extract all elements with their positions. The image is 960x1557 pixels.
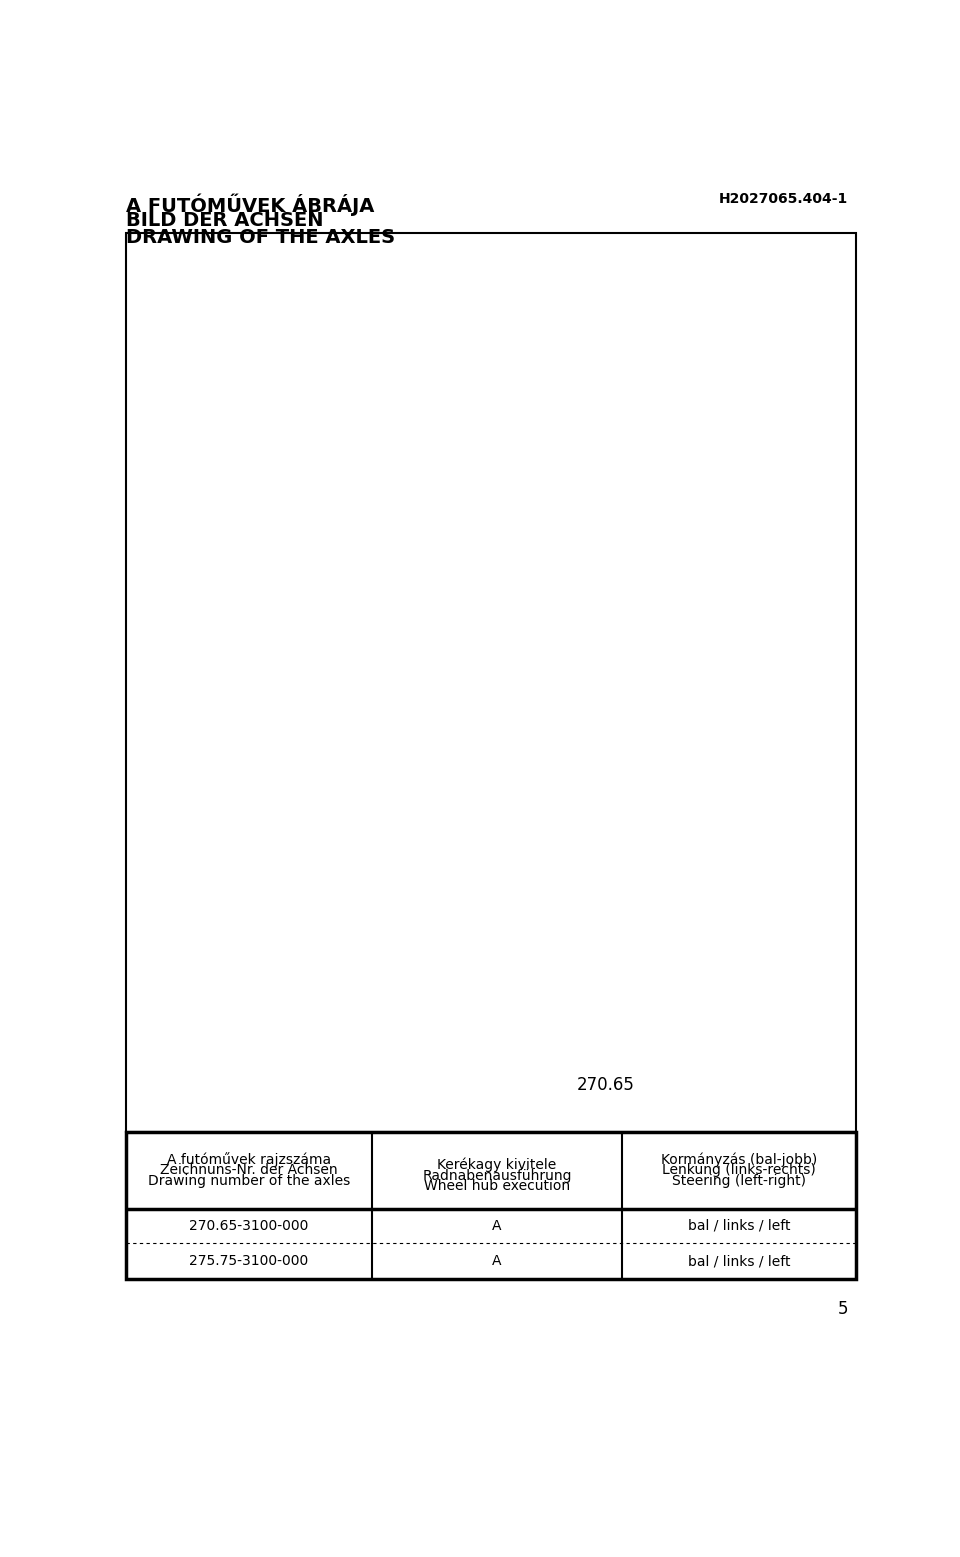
Text: A futóművek rajzszáma: A futóművek rajzszáma	[167, 1152, 331, 1166]
Text: bal / links / left: bal / links / left	[688, 1255, 790, 1269]
Text: bal / links / left: bal / links / left	[688, 1219, 790, 1233]
Text: 275.75-3100-000: 275.75-3100-000	[189, 1255, 309, 1269]
Text: 270.65: 270.65	[577, 1076, 636, 1095]
Text: Wheel hub execution: Wheel hub execution	[424, 1179, 570, 1193]
Text: 270.65-3100-000: 270.65-3100-000	[189, 1219, 309, 1233]
Bar	[126, 1132, 856, 1280]
Text: Zeichnuns-Nr. der Achsen: Zeichnuns-Nr. der Achsen	[160, 1163, 338, 1177]
Text: A FUTÓMŰVEK ÁBRÁJA: A FUTÓMŰVEK ÁBRÁJA	[126, 193, 374, 216]
Text: Lenkung (links-rechts): Lenkung (links-rechts)	[662, 1163, 816, 1177]
Text: Kormányzás (bal-jobb): Kormányzás (bal-jobb)	[661, 1152, 817, 1166]
Text: H2027065.404-1: H2027065.404-1	[719, 192, 849, 206]
Text: 5: 5	[838, 1300, 849, 1317]
Text: Steering (left-right): Steering (left-right)	[672, 1174, 806, 1188]
Text: Radnabenausführung: Radnabenausführung	[422, 1168, 572, 1182]
Bar	[126, 234, 856, 1132]
Text: Drawing number of the axles: Drawing number of the axles	[148, 1174, 350, 1188]
Text: A: A	[492, 1219, 502, 1233]
Text: A: A	[492, 1255, 502, 1269]
Text: Kerékagy kivitele: Kerékagy kivitele	[438, 1157, 557, 1172]
Text: BILD DER ACHSEN: BILD DER ACHSEN	[126, 210, 324, 230]
Text: DRAWING OF THE AXLES: DRAWING OF THE AXLES	[126, 227, 396, 246]
